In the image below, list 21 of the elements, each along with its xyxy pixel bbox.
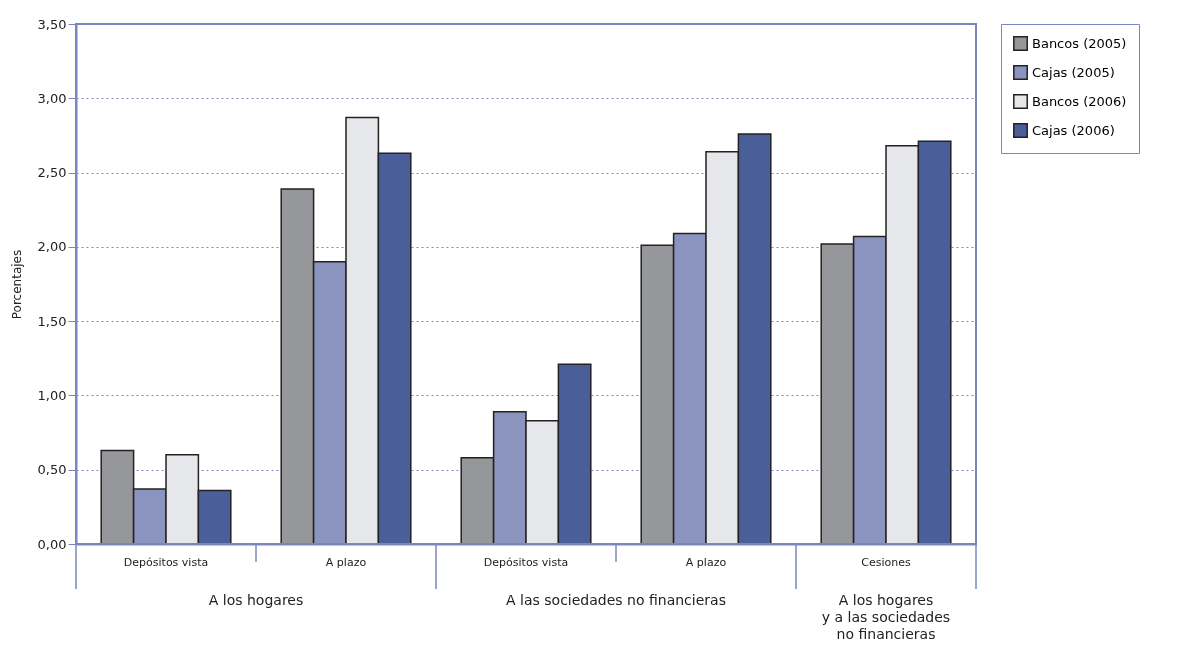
x-tick-label: Depósitos vista bbox=[483, 555, 569, 569]
legend-label: Bancos (2005) bbox=[1032, 35, 1127, 51]
text: A los hogares y a las sociedades no financieras bbox=[821, 592, 951, 642]
legend-label: Cajas (2005) bbox=[1032, 64, 1115, 80]
y-axis-title: Porcentajes bbox=[9, 249, 24, 320]
y-tick-label: 3,50 bbox=[37, 16, 67, 32]
legend-label: Bancos (2006) bbox=[1032, 93, 1127, 109]
x-tick-label: A plazo bbox=[325, 555, 367, 569]
y-tick-label: 2,00 bbox=[37, 239, 67, 255]
x-tick-label: Depósitos vista bbox=[123, 555, 209, 569]
y-tick-label: 0,00 bbox=[37, 536, 67, 552]
y-tick-label: 0,50 bbox=[37, 462, 67, 478]
y-tick-label: 3,00 bbox=[37, 90, 67, 106]
y-tick-label: 2,50 bbox=[37, 165, 67, 181]
y-tick-label: 1,00 bbox=[37, 387, 67, 403]
text: A las sociedades no financieras bbox=[506, 592, 726, 608]
x-tick-label: Cesiones bbox=[861, 555, 911, 569]
y-tick-label: 1,50 bbox=[37, 313, 67, 329]
text: A los hogares bbox=[208, 592, 304, 608]
legend-label: Cajas (2006) bbox=[1032, 122, 1115, 138]
x-tick-label: A plazo bbox=[685, 555, 727, 569]
